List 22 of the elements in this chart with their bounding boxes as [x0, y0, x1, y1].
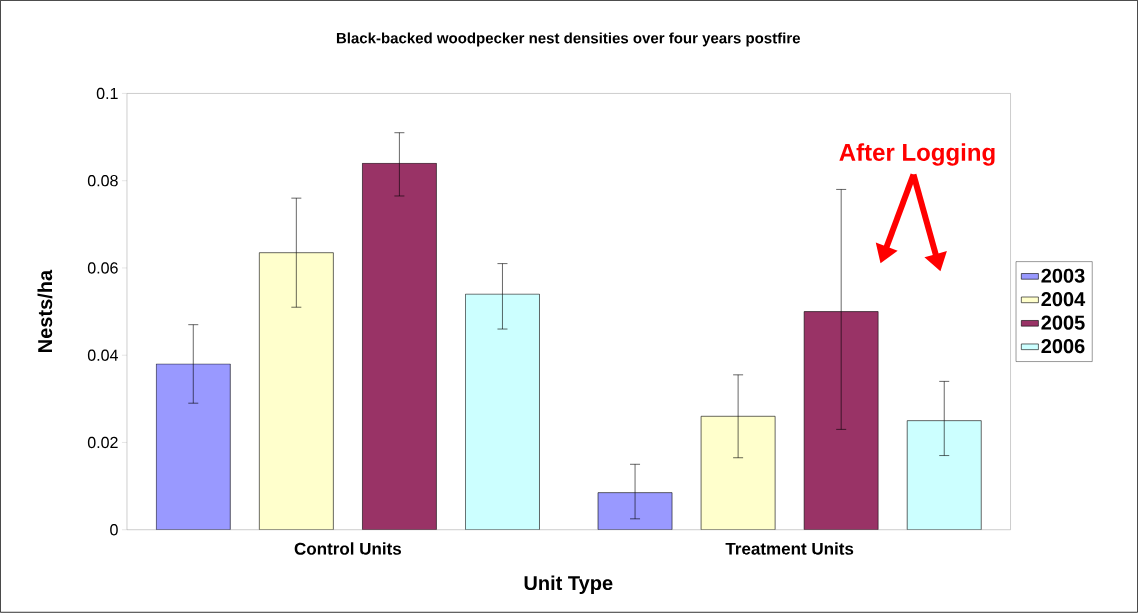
- bar: [155, 363, 231, 530]
- y-tick-label: 0: [110, 524, 118, 536]
- y-tick-label: 0.08: [87, 175, 118, 187]
- x-tick-label: Treatment Units: [725, 542, 854, 555]
- x-axis-title: Unit Type: [524, 575, 613, 595]
- annotation: After Logging: [839, 143, 995, 166]
- legend-label: 2006: [1041, 339, 1085, 354]
- legend-label: 2004: [1041, 292, 1086, 307]
- x-tick-label: Control Units: [294, 542, 402, 555]
- y-tick-label: 0.1: [96, 87, 118, 100]
- y-tick-label: 0.06: [87, 262, 118, 274]
- bar: [465, 293, 540, 530]
- y-tick-label: 0.04: [87, 349, 118, 362]
- bar: [259, 252, 334, 530]
- legend-label: 2003: [1041, 268, 1085, 283]
- bar: [362, 163, 437, 530]
- bar: [700, 416, 776, 530]
- bar: [906, 420, 982, 530]
- legend-label: 2005: [1041, 315, 1085, 330]
- y-axis-title: Nests/ha: [37, 269, 53, 353]
- y-tick-label: 0.02: [87, 436, 118, 449]
- chart-title: Black-backed woodpecker nest densities over four years postfire: [336, 32, 801, 47]
